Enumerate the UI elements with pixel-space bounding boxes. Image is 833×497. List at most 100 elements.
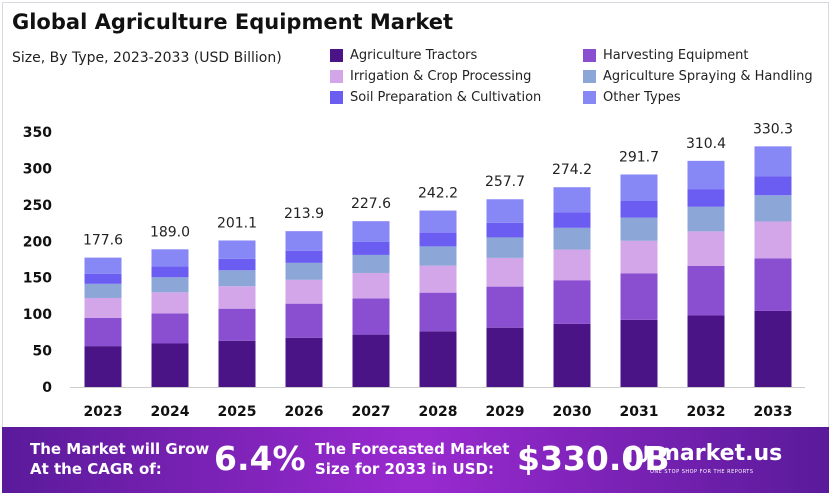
- bar-segment-other-types: [754, 146, 792, 177]
- bar-segment-harvesting-equipment: [419, 292, 457, 332]
- bar-segment-harvesting-equipment: [84, 317, 122, 347]
- x-tick-label: 2023: [84, 404, 123, 420]
- x-tick-label: 2031: [620, 404, 659, 420]
- bar-segment-soil-preparation-cultivation: [151, 266, 189, 278]
- market-us-logo: market.us: [627, 441, 782, 466]
- y-tick-label: 250: [23, 198, 52, 214]
- logo-text: market.us: [657, 441, 783, 466]
- legend-item: Irrigation & Crop Processing: [330, 69, 531, 84]
- x-tick-label: 2028: [419, 404, 458, 420]
- bar-segment-other-types: [486, 199, 524, 223]
- x-tick-label: 2027: [352, 404, 391, 420]
- bar-segment-harvesting-equipment: [218, 308, 256, 341]
- bar-segment-irrigation-crop-processing: [754, 221, 792, 259]
- bar-segment-irrigation-crop-processing: [687, 231, 725, 266]
- bar-segment-agriculture-tractors: [218, 340, 256, 387]
- legend-label: Agriculture Tractors: [350, 48, 478, 63]
- legend-swatch: [330, 70, 343, 83]
- bar-segment-agriculture-spraying-handling: [285, 262, 323, 280]
- x-tick-label: 2026: [285, 404, 324, 420]
- bar-segment-irrigation-crop-processing: [419, 265, 457, 293]
- bar-segment-other-types: [352, 221, 390, 242]
- bar-segment-agriculture-tractors: [84, 346, 122, 387]
- bar-segment-agriculture-tractors: [687, 315, 725, 387]
- legend-label: Harvesting Equipment: [603, 48, 749, 63]
- bar-segment-harvesting-equipment: [151, 313, 189, 344]
- summary-banner: The Market will Grow At the CAGR of: 6.4…: [2, 427, 829, 493]
- bar-segment-agriculture-tractors: [620, 319, 658, 387]
- data-label-total: 330.3: [753, 121, 793, 137]
- legend-item: Other Types: [583, 90, 681, 105]
- bar-segment-irrigation-crop-processing: [151, 292, 189, 314]
- bar-segment-soil-preparation-cultivation: [419, 232, 457, 247]
- bar-segment-irrigation-crop-processing: [352, 272, 390, 299]
- y-tick-label: 0: [42, 380, 52, 396]
- legend-swatch: [330, 91, 343, 104]
- bar-segment-irrigation-crop-processing: [285, 279, 323, 304]
- cagr-label-line2: At the CAGR of:: [30, 460, 162, 478]
- plot-area: 0 50 100 150 200 250 300 350 177.6 2023 189.0 2024 2…: [23, 121, 805, 420]
- chart-subtitle: Size, By Type, 2023-2033 (USD Billion): [12, 50, 282, 66]
- bar-segment-agriculture-spraying-handling: [352, 254, 390, 273]
- bar-segment-other-types: [419, 210, 457, 233]
- forecast-label-line1: The Forecasted Market: [315, 440, 510, 458]
- bar-segment-soil-preparation-cultivation: [687, 189, 725, 207]
- legend-swatch: [583, 91, 596, 104]
- logo-tagline: ONE STOP SHOP FOR THE REPORTS: [650, 469, 754, 475]
- legend-item: Harvesting Equipment: [583, 48, 748, 63]
- x-tick-label: 2033: [754, 404, 793, 420]
- y-tick-label: 50: [33, 344, 53, 360]
- bar-segment-agriculture-tractors: [754, 310, 792, 387]
- bar-segment-soil-preparation-cultivation: [553, 212, 591, 228]
- bar-segment-agriculture-tractors: [352, 334, 390, 387]
- legend-label: Irrigation & Crop Processing: [350, 69, 532, 84]
- legend-label: Soil Preparation & Cultivation: [350, 90, 542, 105]
- bar-segment-other-types: [285, 231, 323, 251]
- legend-item: Agriculture Spraying & Handling: [583, 69, 813, 84]
- chart-title: Global Agriculture Equipment Market: [12, 10, 453, 34]
- y-tick-label: 150: [23, 271, 52, 287]
- bar-segment-agriculture-tractors: [553, 323, 591, 387]
- bar-segment-harvesting-equipment: [620, 273, 658, 320]
- legend-swatch: [583, 70, 596, 83]
- cagr-value: 6.4%: [214, 439, 306, 478]
- bar-segment-agriculture-spraying-handling: [151, 277, 189, 293]
- bar-segment-soil-preparation-cultivation: [84, 273, 122, 284]
- bar-segment-harvesting-equipment: [285, 303, 323, 338]
- bar-segment-other-types: [553, 187, 591, 213]
- bar-segment-harvesting-equipment: [754, 258, 792, 311]
- bar-segment-agriculture-spraying-handling: [84, 283, 122, 298]
- bar-segment-other-types: [151, 249, 189, 267]
- bar-segment-agriculture-spraying-handling: [687, 206, 725, 232]
- forecast-label: The Forecasted Market Size for 2033 in U…: [315, 439, 509, 479]
- data-label-total: 227.6: [351, 196, 391, 212]
- bar-segment-agriculture-spraying-handling: [419, 246, 457, 266]
- legend-item: Soil Preparation & Cultivation: [330, 90, 541, 105]
- x-tick-label: 2030: [553, 404, 592, 420]
- data-label-total: 201.1: [217, 215, 257, 231]
- y-tick-label: 300: [23, 161, 52, 177]
- legend-swatch: [583, 49, 596, 62]
- bar-segment-irrigation-crop-processing: [84, 297, 122, 318]
- forecast-label-line2: Size for 2033 in USD:: [315, 460, 494, 478]
- bar-segment-other-types: [620, 174, 658, 201]
- bar-segment-irrigation-crop-processing: [218, 286, 256, 309]
- data-label-total: 291.7: [619, 149, 659, 165]
- bar-segment-agriculture-spraying-handling: [754, 195, 792, 222]
- cagr-label-line1: The Market will Grow: [30, 440, 210, 458]
- bar-segment-irrigation-crop-processing: [553, 249, 591, 281]
- x-tick-label: 2025: [218, 404, 257, 420]
- legend-item: Agriculture Tractors: [330, 48, 477, 63]
- data-label-total: 257.7: [485, 174, 525, 190]
- logo-mark-icon: [628, 445, 648, 462]
- bar-segment-other-types: [687, 160, 725, 190]
- data-label-total: 310.4: [686, 136, 726, 152]
- bar-segment-agriculture-spraying-handling: [553, 227, 591, 250]
- x-tick-label: 2032: [687, 404, 726, 420]
- bar-segment-harvesting-equipment: [687, 265, 725, 316]
- bar-segment-irrigation-crop-processing: [620, 240, 658, 274]
- bar-segment-harvesting-equipment: [553, 280, 591, 324]
- bar-segment-other-types: [84, 257, 122, 274]
- bar-segment-agriculture-spraying-handling: [620, 217, 658, 241]
